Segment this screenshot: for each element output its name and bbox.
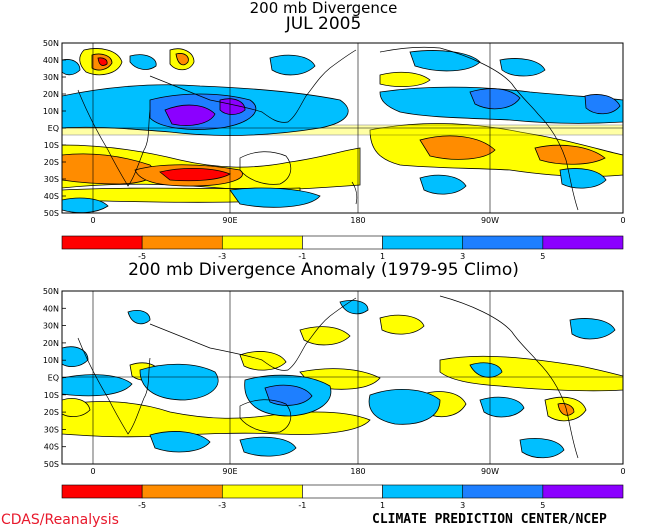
colorbar-tick-label: 5 (540, 501, 545, 510)
longitude-label: 0 (620, 216, 625, 225)
longitude-label: 90W (481, 216, 499, 225)
latitude-label: 10S (44, 391, 59, 400)
longitude-label: 180 (350, 467, 365, 476)
latitude-label: 40S (44, 192, 59, 201)
longitude-label: 0 (90, 216, 95, 225)
latitude-label: EQ (48, 374, 59, 383)
top-colorbar: -5 -3 -1 1 3 5 (61, 235, 624, 261)
bottom-positive-anomalies (62, 300, 616, 459)
colorbar-swatch (141, 484, 223, 499)
colorbar-swatch (221, 484, 303, 499)
top-map-title: 200 mb Divergence (249, 0, 398, 17)
colorbar-tick-label: 3 (460, 501, 465, 510)
latitude-label: 20N (43, 339, 59, 348)
top-latitude-labels: 50N 40N 30N 20N 10N EQ 10S 20S 30S 40S 50S (43, 39, 66, 218)
data-source-label: CDAS/Reanalysis (1, 512, 119, 528)
longitude-label: 0 (620, 467, 625, 476)
colorbar-swatch (302, 484, 383, 499)
colorbar-swatch (61, 484, 143, 499)
colorbar-tick-label: -1 (298, 501, 306, 510)
colorbar-tick-label: 1 (380, 501, 385, 510)
latitude-label: 40N (43, 56, 59, 65)
bottom-map-title: 200 mb Divergence Anomaly (1979-95 Climo… (128, 260, 519, 280)
colorbar-tick-label: -5 (138, 501, 146, 510)
latitude-label: 30N (43, 322, 59, 331)
colorbar-swatch (542, 235, 624, 250)
agency-credit: CLIMATE PREDICTION CENTER/NCEP (372, 512, 607, 527)
bottom-latitude-labels: 50N 40N 30N 20N 10N EQ 10S 20S 30S 40S 50S (43, 287, 66, 469)
latitude-label: 30N (43, 73, 59, 82)
longitude-label: 0 (90, 467, 95, 476)
latitude-label: 20S (44, 158, 59, 167)
colorbar-swatch (542, 484, 624, 499)
latitude-label: 50S (44, 460, 59, 469)
top-divergence-areas (62, 50, 623, 213)
longitude-label: 90E (222, 216, 237, 225)
latitude-label: 50N (43, 287, 59, 296)
colorbar-tick-label: 5 (540, 252, 545, 261)
colorbar-tick-label: -5 (138, 252, 146, 261)
colorbar-swatch (61, 235, 143, 250)
colorbar-tick-label: -1 (298, 252, 306, 261)
colorbar-swatch (221, 235, 303, 250)
colorbar-tick-label: 3 (460, 252, 465, 261)
longitude-label: 90W (481, 467, 499, 476)
colorbar-tick-label: -3 (218, 501, 226, 510)
latitude-label: 30S (44, 175, 59, 184)
longitude-label: 90E (222, 467, 237, 476)
latitude-label: 20S (44, 408, 59, 417)
latitude-label: 10S (44, 141, 59, 150)
colorbar-swatch (382, 235, 464, 250)
top-map-fields (62, 43, 623, 213)
colorbar-tick-label: 1 (380, 252, 385, 261)
colorbar-swatch (141, 235, 223, 250)
colorbar-swatch (382, 484, 464, 499)
top-coastlines (77, 46, 579, 211)
latitude-label: 10N (43, 356, 59, 365)
latitude-label: 40N (43, 304, 59, 313)
latitude-label: 40S (44, 443, 59, 452)
top-map-date: JUL 2005 (285, 14, 362, 34)
top-gridlines (62, 43, 623, 213)
bottom-map-fields (62, 291, 623, 464)
top-longitude-labels: 0 90E 180 90W 0 (90, 216, 625, 225)
colorbar-swatch (462, 235, 544, 250)
colorbar-swatch (462, 484, 544, 499)
top-divergence-map: 50N 40N 30N 20N 10N EQ 10S 20S 30S 40S 50S 0 90E 180… (43, 39, 626, 225)
bottom-anomaly-map: 50N 40N 30N 20N 10N EQ 10S 20S 30S 40S 50S 0 90E 180… (43, 287, 626, 476)
latitude-label: 50S (44, 209, 59, 218)
latitude-label: 10N (43, 107, 59, 116)
longitude-label: 180 (350, 216, 365, 225)
bottom-longitude-labels: 0 90E 180 90W 0 (90, 467, 625, 476)
latitude-label: 50N (43, 39, 59, 48)
latitude-label: 30S (44, 425, 59, 434)
bottom-gridlines (62, 291, 623, 464)
colorbar-tick-label: -3 (218, 252, 226, 261)
bottom-colorbar: -5 -3 -1 1 3 5 (61, 484, 624, 510)
latitude-label: EQ (48, 124, 59, 133)
latitude-label: 20N (43, 90, 59, 99)
colorbar-swatch (302, 235, 383, 250)
